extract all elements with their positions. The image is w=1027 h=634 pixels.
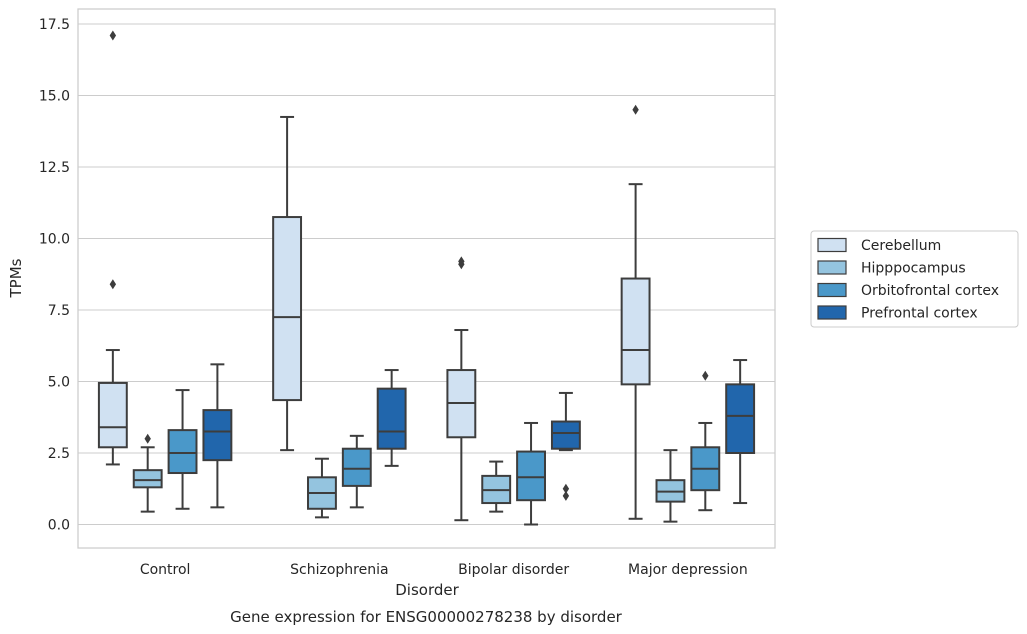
x-tick-label: Control: [140, 562, 191, 578]
y-tick-label: 5.0: [48, 375, 70, 391]
legend-label: Orbitofrontal cortex: [861, 283, 999, 299]
box-group: [307, 457, 337, 519]
outlier-point: [562, 490, 570, 501]
x-axis-label: Disorder: [395, 581, 459, 599]
box: [202, 409, 233, 462]
legend-label: Cerebellum: [861, 238, 941, 254]
box-group: [132, 433, 163, 513]
outlier-point: [632, 104, 639, 115]
box-group: [97, 30, 128, 466]
box-group: [376, 369, 407, 467]
box-group: [516, 421, 546, 526]
box: [167, 429, 198, 475]
plot-frame: [77, 8, 776, 549]
legend-items: Cerebellum Hipppocampus Orbitofrontal cort…: [817, 237, 999, 322]
x-tick-label: Major depression: [628, 562, 748, 578]
legend-swatch: [817, 237, 847, 253]
y-tick-labels: 0.0 2.5 5.0 7.5 10.0 12.5 15.0 17.5: [39, 17, 70, 534]
outlier-point: [109, 279, 117, 290]
legend-swatch: [817, 260, 847, 275]
box: [550, 420, 581, 450]
x-tick-labels: Control Schizophrenia Bipolar disorder Majo…: [140, 562, 748, 578]
figure-caption: Gene expression for ENSG00000278238 by d…: [230, 608, 623, 626]
outlier-point: [562, 483, 570, 494]
box-group: [272, 115, 303, 452]
legend: Cerebellum Hipppocampus Orbitofrontal cort…: [810, 230, 1019, 328]
box: [341, 447, 372, 487]
box: [516, 450, 546, 502]
box-group: [550, 391, 581, 501]
outlier-point: [702, 370, 709, 381]
legend-swatch: [817, 282, 847, 298]
box-group: [725, 359, 756, 505]
legend-label: Hipppocampus: [861, 261, 966, 277]
y-tick-label: 2.5: [48, 446, 70, 462]
y-tick-label: 15.0: [39, 89, 70, 105]
y-tick-label: 0.0: [48, 518, 70, 534]
box-group: [655, 449, 686, 523]
y-tick-label: 10.0: [39, 232, 70, 248]
y-tick-label: 12.5: [39, 160, 70, 176]
box-layer: [97, 30, 756, 526]
legend-frame: [810, 230, 1019, 328]
box: [620, 277, 651, 386]
legend-label: Prefrontal cortex: [861, 306, 978, 322]
x-tick-label: Schizophrenia: [290, 562, 388, 578]
outlier-point: [144, 433, 151, 444]
box-group: [202, 363, 233, 509]
box: [132, 469, 163, 489]
box-group: [620, 104, 651, 520]
box: [97, 381, 128, 449]
box: [376, 387, 407, 450]
box-group: [167, 389, 198, 510]
x-tick-label: Bipolar disorder: [458, 562, 569, 578]
box: [725, 383, 756, 454]
box-group: [481, 460, 512, 513]
y-tick-label: 17.5: [39, 17, 70, 33]
legend-swatch: [817, 305, 847, 320]
outlier-point: [458, 256, 465, 267]
box-group: [446, 256, 477, 522]
y-tick-label: 7.5: [48, 303, 70, 319]
box: [272, 216, 303, 402]
box-group: [690, 370, 721, 512]
y-axis-label: TPMs: [7, 258, 25, 298]
box-group: [341, 434, 372, 509]
outlier-point: [109, 30, 117, 41]
